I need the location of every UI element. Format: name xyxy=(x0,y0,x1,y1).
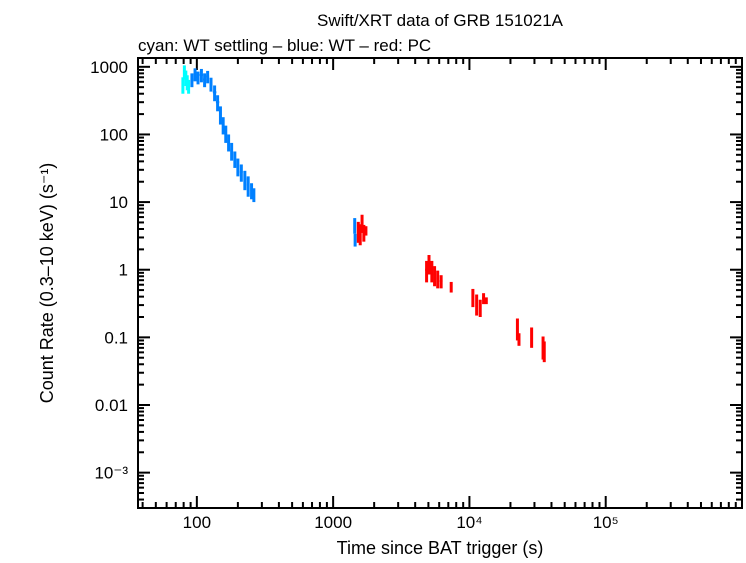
data-point xyxy=(484,297,488,305)
plot-frame xyxy=(137,57,743,509)
x-tick-label: 100 xyxy=(183,513,211,532)
y-tick-label: 0.1 xyxy=(104,328,128,347)
data-point xyxy=(227,134,231,152)
data-point xyxy=(542,341,546,363)
data-point xyxy=(239,164,243,182)
data-point xyxy=(209,77,213,92)
data-point xyxy=(364,226,368,236)
data-point xyxy=(246,176,250,197)
data-point xyxy=(203,73,207,88)
data-point xyxy=(250,183,254,200)
data-point xyxy=(360,214,364,233)
chart-subtitle: cyan: WT settling – blue: WT – red: PC xyxy=(138,36,431,55)
data-point xyxy=(199,68,204,83)
series-wt xyxy=(190,68,357,247)
data-point xyxy=(224,125,228,143)
data-point xyxy=(427,255,431,275)
data-point xyxy=(471,288,475,308)
data-point xyxy=(433,266,437,287)
x-tick-label: 10⁵ xyxy=(593,513,619,532)
data-point xyxy=(196,71,200,85)
data-point xyxy=(478,299,482,318)
data-point xyxy=(212,85,217,102)
data-point xyxy=(218,106,222,125)
y-tick-label: 1000 xyxy=(90,58,128,77)
x-tick-label: 1000 xyxy=(314,513,352,532)
data-point xyxy=(187,79,191,94)
y-tick-label: 10 xyxy=(109,193,128,212)
data-point xyxy=(482,293,486,305)
data-point xyxy=(215,95,220,112)
series-wt-settling xyxy=(181,65,191,94)
series-pc xyxy=(356,214,546,363)
data-point xyxy=(517,333,521,346)
data-point xyxy=(193,68,197,82)
data-point xyxy=(430,260,434,283)
data-point xyxy=(449,281,453,293)
data-point xyxy=(190,73,194,88)
data-point xyxy=(252,188,256,203)
x-tick-label: 10⁴ xyxy=(456,513,482,532)
data-point xyxy=(353,233,357,247)
data-point xyxy=(236,158,240,177)
y-tick-label: 1 xyxy=(119,261,128,280)
data-point xyxy=(475,294,479,316)
data-point xyxy=(221,117,225,135)
data-point xyxy=(243,170,247,191)
chart-title: Swift/XRT data of GRB 151021A xyxy=(317,11,564,30)
data-point xyxy=(181,77,185,94)
data-point xyxy=(362,224,366,242)
data-point xyxy=(230,142,234,161)
data-point xyxy=(436,270,440,289)
data-point xyxy=(206,70,210,84)
y-tick-label: 100 xyxy=(100,125,128,144)
data-point xyxy=(233,151,237,168)
y-axis-label: Count Rate (0.3–10 keV) (s⁻¹) xyxy=(37,163,57,404)
y-tick-label: 10⁻³ xyxy=(94,464,128,483)
data-point xyxy=(530,327,534,348)
data-point xyxy=(439,275,443,289)
x-axis-label: Time since BAT trigger (s) xyxy=(337,538,544,558)
y-tick-label: 0.01 xyxy=(95,396,128,415)
data-point xyxy=(353,218,357,234)
data-point xyxy=(515,318,519,341)
